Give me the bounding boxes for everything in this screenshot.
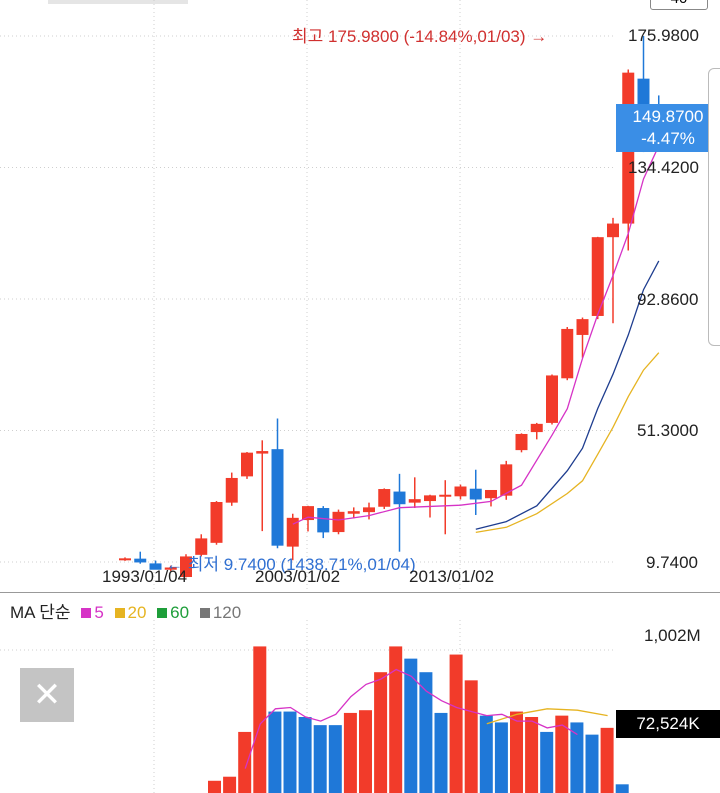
price-axis-label: 9.7400 bbox=[646, 553, 698, 572]
candle-body bbox=[134, 558, 147, 563]
volume-bar bbox=[208, 780, 221, 793]
side-scroll-handle[interactable] bbox=[708, 68, 720, 346]
candle-body bbox=[210, 502, 223, 543]
candle-body bbox=[332, 511, 345, 533]
current-volume-tag: 72,524K bbox=[616, 710, 720, 738]
volume-ma20-line bbox=[486, 708, 608, 725]
chart-divider bbox=[0, 592, 720, 593]
header-fragment bbox=[48, 0, 188, 4]
candle-body bbox=[530, 423, 543, 433]
volume-bar bbox=[404, 658, 418, 793]
volume-bar bbox=[283, 711, 297, 793]
ma5-line bbox=[292, 145, 660, 525]
date-label: 2013/01/02 bbox=[409, 567, 495, 586]
candle-body bbox=[378, 489, 391, 507]
volume-bar bbox=[449, 654, 463, 793]
current-price-tag: 149.8700 -4.47% bbox=[616, 104, 720, 152]
volume-bar bbox=[570, 722, 584, 793]
volume-bar bbox=[494, 722, 508, 793]
date-label: 1993/01/04 bbox=[102, 567, 188, 586]
close-button[interactable]: ✕ bbox=[20, 668, 74, 722]
candle-body bbox=[302, 506, 314, 521]
candle-body bbox=[195, 538, 208, 555]
candle-body bbox=[637, 78, 650, 109]
candle-body bbox=[576, 319, 589, 335]
candle-body bbox=[164, 567, 177, 570]
legend-item-120: 120 bbox=[212, 603, 242, 622]
legend-swatch-60 bbox=[157, 608, 168, 619]
candle-body bbox=[256, 451, 269, 454]
date-label: 2003/01/02 bbox=[255, 567, 341, 586]
volume-bar bbox=[223, 776, 237, 793]
current-price-change: -4.47% bbox=[641, 129, 695, 148]
volume-bar bbox=[328, 725, 342, 793]
price-axis-label: 175.9800 bbox=[628, 26, 699, 45]
volume-bar bbox=[268, 711, 282, 793]
candle-body bbox=[515, 433, 528, 451]
volume-bar bbox=[389, 646, 403, 793]
volume-bar bbox=[419, 672, 433, 793]
legend-item-20: 20 bbox=[127, 603, 147, 622]
volume-bar bbox=[555, 715, 569, 793]
candle-body bbox=[485, 489, 497, 499]
current-price-value: 149.8700 bbox=[632, 107, 704, 126]
candle-body bbox=[119, 558, 131, 561]
candle-body bbox=[500, 464, 513, 496]
candle-body bbox=[149, 563, 162, 570]
candle-body bbox=[607, 223, 619, 238]
legend-swatch-120 bbox=[199, 608, 210, 619]
candle-body bbox=[439, 494, 452, 497]
volume-bar bbox=[313, 725, 327, 793]
price-chart-area[interactable] bbox=[0, 0, 720, 593]
price-axis-label: 134.4200 bbox=[628, 158, 699, 177]
ma20-line bbox=[475, 352, 660, 534]
candle-body bbox=[393, 491, 406, 505]
legend-title: MA 단순 bbox=[10, 603, 71, 622]
volume-bar bbox=[359, 710, 372, 793]
price-axis-label: 92.8600 bbox=[637, 290, 699, 309]
volume-bar bbox=[615, 784, 629, 793]
candle-body bbox=[454, 486, 467, 497]
volume-bar bbox=[510, 711, 523, 793]
low-annotation: ← 최저 9.7400 (1438.71%,01/04) bbox=[166, 555, 416, 574]
candle-body bbox=[561, 328, 574, 379]
legend-item-5: 5 bbox=[94, 603, 104, 622]
candle-body bbox=[180, 556, 192, 577]
volume-chart-area[interactable] bbox=[0, 620, 720, 793]
volume-axis-label: 1,002M bbox=[644, 626, 701, 645]
volume-bar bbox=[238, 731, 252, 793]
volume-bar bbox=[464, 680, 478, 793]
volume-bar bbox=[374, 672, 388, 793]
ma-legend[interactable]: MA 단순 5 20 60 120 bbox=[10, 598, 241, 623]
volume-bar bbox=[479, 715, 493, 793]
price-axis-label: 51.3000 bbox=[637, 421, 699, 440]
candle-body bbox=[271, 449, 284, 546]
volume-bar bbox=[253, 646, 267, 793]
ma60-line bbox=[475, 260, 660, 530]
candle-body bbox=[317, 508, 330, 533]
volume-bar bbox=[343, 712, 357, 793]
candle-body bbox=[546, 375, 558, 423]
candle-body bbox=[424, 495, 436, 502]
legend-swatch-20 bbox=[114, 608, 125, 619]
candle-body bbox=[347, 511, 360, 514]
volume-bar bbox=[298, 716, 312, 793]
volume-bar bbox=[585, 734, 599, 793]
period-box[interactable]: 40 bbox=[650, 0, 708, 10]
legend-swatch-5 bbox=[81, 608, 92, 619]
candle-body bbox=[408, 499, 421, 503]
candle-body bbox=[363, 507, 375, 513]
candle-body bbox=[591, 237, 604, 316]
volume-bar bbox=[540, 731, 554, 793]
volume-bar bbox=[525, 716, 539, 793]
volume-bar bbox=[600, 727, 614, 793]
candle-body bbox=[469, 488, 482, 500]
candle-body bbox=[286, 517, 299, 547]
high-annotation: 최고 175.9800 (-14.84%,01/03) → bbox=[292, 27, 548, 46]
legend-item-60: 60 bbox=[170, 603, 190, 622]
volume-bar bbox=[434, 712, 448, 793]
candle-body bbox=[241, 452, 253, 477]
candle-body bbox=[225, 477, 238, 503]
volume-ma5-line bbox=[244, 668, 578, 769]
